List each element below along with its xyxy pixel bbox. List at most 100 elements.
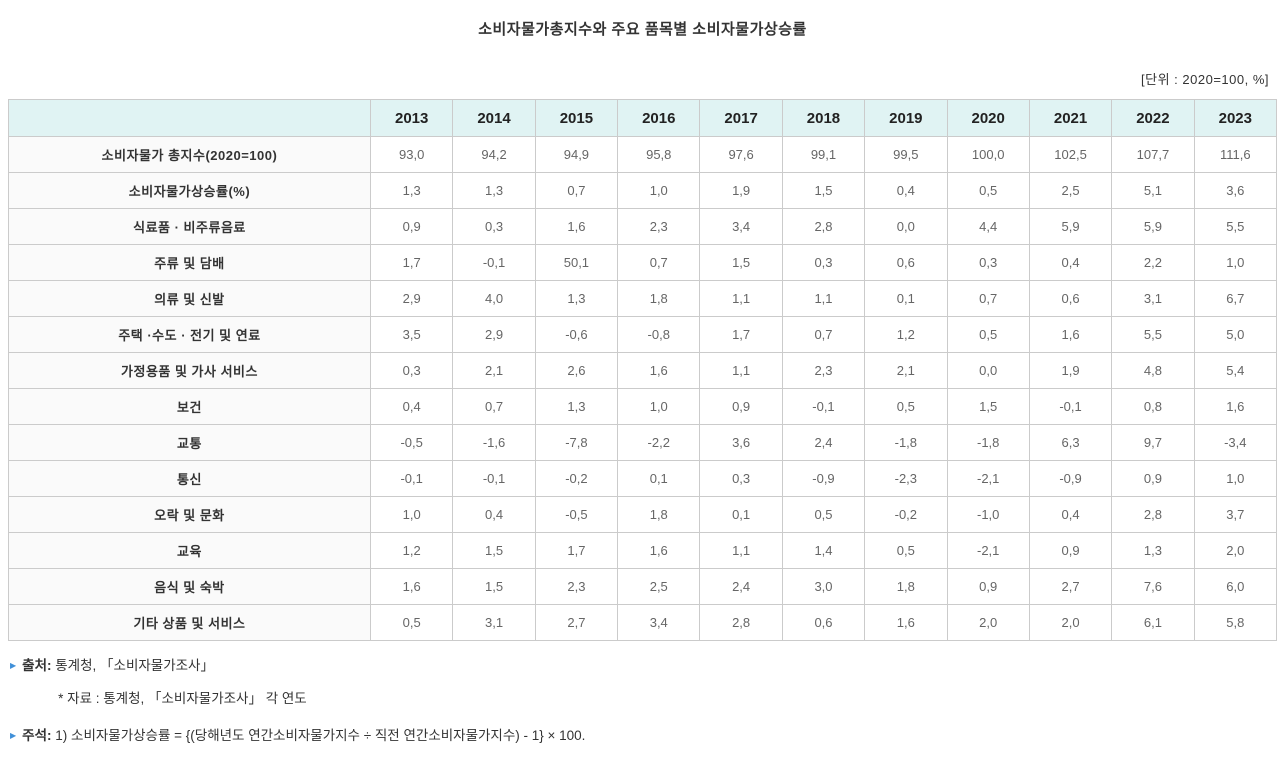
value-cell: 2,1 [864,352,948,389]
value-cell: 0,3 [699,460,783,497]
value-cell: 2,2 [1111,244,1195,281]
value-cell: 1,3 [452,172,536,209]
value-cell: 2,5 [1028,172,1113,209]
value-cell: 9,7 [1111,424,1195,461]
value-cell: 4,0 [452,280,536,317]
value-cell: 0,8 [1111,388,1195,425]
value-cell: 5,8 [1193,604,1278,641]
year-header: 2020 [946,99,1030,137]
value-cell: -2,1 [946,532,1030,569]
cpi-table: 2013 2014 2015 2016 2017 2018 2019 2020 2021 2022… [8,99,1278,641]
value-cell: 2,3 [534,568,619,605]
value-cell: 1,0 [1193,244,1278,281]
table-row: 교통 -0,5 -1,6 -7,8 -2,2 3,6 2,4 -1,8 -1,8 6,3 9,7 -3… [8,424,1278,461]
value-cell: 1,7 [699,316,783,353]
value-cell: 1,5 [781,172,866,209]
value-cell: 1,3 [534,280,619,317]
value-cell: 0,5 [946,172,1030,209]
value-cell: -0,9 [1028,460,1113,497]
value-cell: 0,7 [452,388,536,425]
value-cell: 0,4 [452,496,536,533]
value-cell: 5,9 [1111,208,1195,245]
value-cell: 0,5 [369,604,454,641]
value-cell: -7,8 [534,424,619,461]
value-cell: 2,1 [452,352,536,389]
value-cell: 5,5 [1111,316,1195,353]
value-cell: -0,6 [534,316,619,353]
year-header: 2013 [369,99,454,137]
value-cell: 2,5 [617,568,701,605]
row-label: 소비자물가 총지수(2020=100) [8,136,371,173]
value-cell: 1,6 [534,208,619,245]
value-cell: 0,9 [369,208,454,245]
value-cell: 0,9 [1111,460,1195,497]
value-cell: -3,4 [1193,424,1278,461]
year-header: 2018 [781,99,866,137]
value-cell: 1,6 [1028,316,1113,353]
value-cell: 6,3 [1028,424,1113,461]
table-row: 소비자물가 총지수(2020=100) 93,0 94,2 94,9 95,8 97,6 9… [8,136,1278,173]
value-cell: 0,3 [452,208,536,245]
row-label: 통신 [8,460,371,497]
value-cell: 1,3 [534,388,619,425]
value-cell: 93,0 [369,136,454,173]
value-cell: 2,9 [452,316,536,353]
value-cell: 3,6 [1193,172,1278,209]
value-cell: -0,1 [1028,388,1113,425]
table-row: 통신 -0,1 -0,1 -0,2 0,1 0,3 -0,9 -2,3 -2,1 -0,9 0,9 1… [8,460,1278,497]
row-label: 식료품 · 비주류음료 [8,208,371,245]
value-cell: 1,6 [617,352,701,389]
value-cell: 0,4 [1028,244,1113,281]
row-label: 오락 및 문화 [8,496,371,533]
value-cell: 99,1 [781,136,866,173]
table-row: 식료품 · 비주류음료 0,9 0,3 1,6 2,3 3,4 2,8 0,0 4,4 5,9 5,… [8,208,1278,245]
value-cell: 1,5 [946,388,1030,425]
value-cell: 1,8 [617,496,701,533]
value-cell: 0,4 [864,172,948,209]
value-cell: 1,8 [617,280,701,317]
value-cell: 2,3 [781,352,866,389]
table-row: 가정용품 및 가사 서비스 0,3 2,1 2,6 1,6 1,1 2,3 2,1 0,0 1,9… [8,352,1278,389]
value-cell: -0,1 [369,460,454,497]
value-cell: -0,2 [534,460,619,497]
value-cell: 5,4 [1193,352,1278,389]
value-cell: 3,4 [699,208,783,245]
row-label: 소비자물가상승률(%) [8,172,371,209]
table-row: 오락 및 문화 1,0 0,4 -0,5 1,8 0,1 0,5 -0,2 -1,0 0,4 2,8… [8,496,1278,533]
value-cell: 3,0 [781,568,866,605]
value-cell: 5,5 [1193,208,1278,245]
source-subline: * 자료 : 통계청, 「소비자물가조사」 각 연도 [58,691,307,706]
value-cell: 4,8 [1111,352,1195,389]
value-cell: 2,0 [1193,532,1278,569]
value-cell: 102,5 [1028,136,1113,173]
value-cell: 1,8 [864,568,948,605]
source-footnote: ▶ 출처: 통계청, 「소비자물가조사」 * 자료 : 통계청, 「소비자물가조… [8,657,1277,707]
corner-cell [8,99,371,137]
value-cell: 99,5 [864,136,948,173]
value-cell: 0,5 [781,496,866,533]
value-cell: 0,5 [864,388,948,425]
value-cell: 1,9 [1028,352,1113,389]
unit-label: [단위 : 2020=100, %] [1141,72,1269,87]
value-cell: 3,1 [1111,280,1195,317]
table-row: 의류 및 신발 2,9 4,0 1,3 1,8 1,1 1,1 0,1 0,7 0,6 3,1 6,7 [8,280,1278,317]
value-cell: -0,1 [452,460,536,497]
value-cell: -1,8 [946,424,1030,461]
value-cell: 3,6 [699,424,783,461]
value-cell: 2,0 [1028,604,1113,641]
row-label: 음식 및 숙박 [8,568,371,605]
value-cell: -0,1 [781,388,866,425]
value-cell: -1,8 [864,424,948,461]
row-label: 의류 및 신발 [8,280,371,317]
value-cell: 100,0 [946,136,1030,173]
value-cell: 0,5 [864,532,948,569]
value-cell: 1,1 [699,352,783,389]
value-cell: 2,6 [534,352,619,389]
bullet-triangle-icon: ▶ [10,731,17,740]
value-cell: 2,4 [699,568,783,605]
year-header: 2022 [1111,99,1195,137]
value-cell: 0,1 [699,496,783,533]
value-cell: 5,9 [1028,208,1113,245]
value-cell: 1,2 [864,316,948,353]
